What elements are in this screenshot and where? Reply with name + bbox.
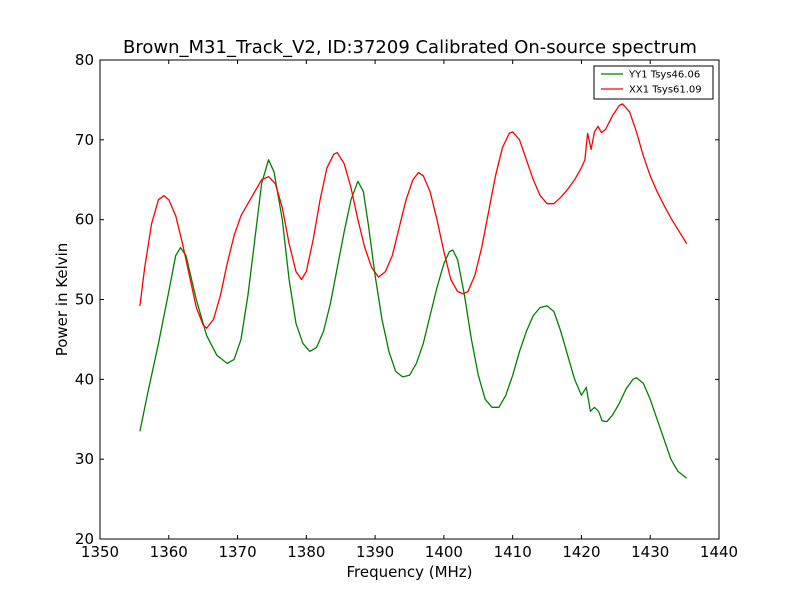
series-line-xx1 (139, 103, 688, 329)
x-tick-label: 1380 (287, 543, 325, 561)
y-tick-label: 50 (75, 291, 94, 309)
y-tick-label: 20 (75, 530, 94, 548)
x-tick-label: 1360 (150, 543, 188, 561)
y-tick-label: 70 (75, 131, 94, 149)
legend-box (593, 65, 714, 100)
ticks-layer: 1350 1360 1370 1380 1390 1400 1410 1420 1430 1440… (75, 51, 738, 561)
x-tick-label: 1350 (81, 543, 119, 561)
y-tick-label: 80 (75, 51, 94, 69)
x-axis-label: Frequency (MHz) (346, 563, 472, 581)
x-tick-label: 1370 (218, 543, 256, 561)
x-tick-label: 1410 (494, 543, 532, 561)
legend-label-xx1: XX1 Tsys61.09 (629, 85, 702, 96)
y-axis-label: Power in Kelvin (53, 243, 71, 357)
series-layer (139, 103, 688, 479)
legend-label-yy1: YY1 Tsys46.06 (628, 70, 700, 81)
legend: YY1 Tsys46.06 XX1 Tsys61.09 (593, 65, 714, 100)
series-line-yy1 (139, 159, 688, 479)
x-tick-label: 1430 (631, 543, 669, 561)
x-tick-label: 1420 (562, 543, 600, 561)
y-tick-label: 30 (75, 450, 94, 468)
x-tick-label: 1400 (425, 543, 463, 561)
x-tick-label: 1440 (700, 543, 738, 561)
chart-title: Brown_M31_Track_V2, ID:37209 Calibrated … (123, 37, 697, 58)
y-tick-label: 60 (75, 211, 94, 229)
y-tick-label: 40 (75, 370, 94, 388)
x-tick-label: 1390 (356, 543, 394, 561)
